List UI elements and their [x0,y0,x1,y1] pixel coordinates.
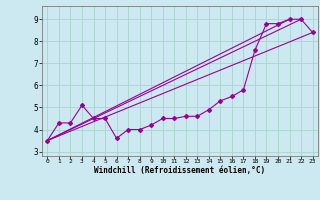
X-axis label: Windchill (Refroidissement éolien,°C): Windchill (Refroidissement éolien,°C) [94,166,266,175]
